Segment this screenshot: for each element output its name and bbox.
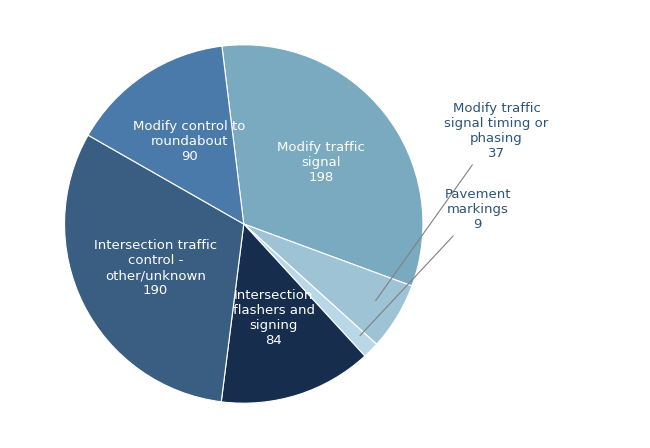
Wedge shape [244, 224, 412, 344]
Text: Pavement
markings
9: Pavement markings 9 [360, 188, 511, 336]
Wedge shape [222, 45, 423, 286]
Wedge shape [221, 224, 365, 403]
Wedge shape [64, 135, 244, 402]
Text: Intersection traffic
control -
other/unknown
190: Intersection traffic control - other/unk… [94, 239, 217, 297]
Text: Modify control to
roundabout
90: Modify control to roundabout 90 [133, 121, 245, 164]
Text: Intersection
flashers and
signing
84: Intersection flashers and signing 84 [233, 289, 315, 347]
Text: Modify traffic
signal
198: Modify traffic signal 198 [277, 141, 365, 184]
Wedge shape [244, 224, 376, 356]
Wedge shape [88, 46, 244, 224]
Text: Modify traffic
signal timing or
phasing
37: Modify traffic signal timing or phasing … [376, 102, 549, 301]
